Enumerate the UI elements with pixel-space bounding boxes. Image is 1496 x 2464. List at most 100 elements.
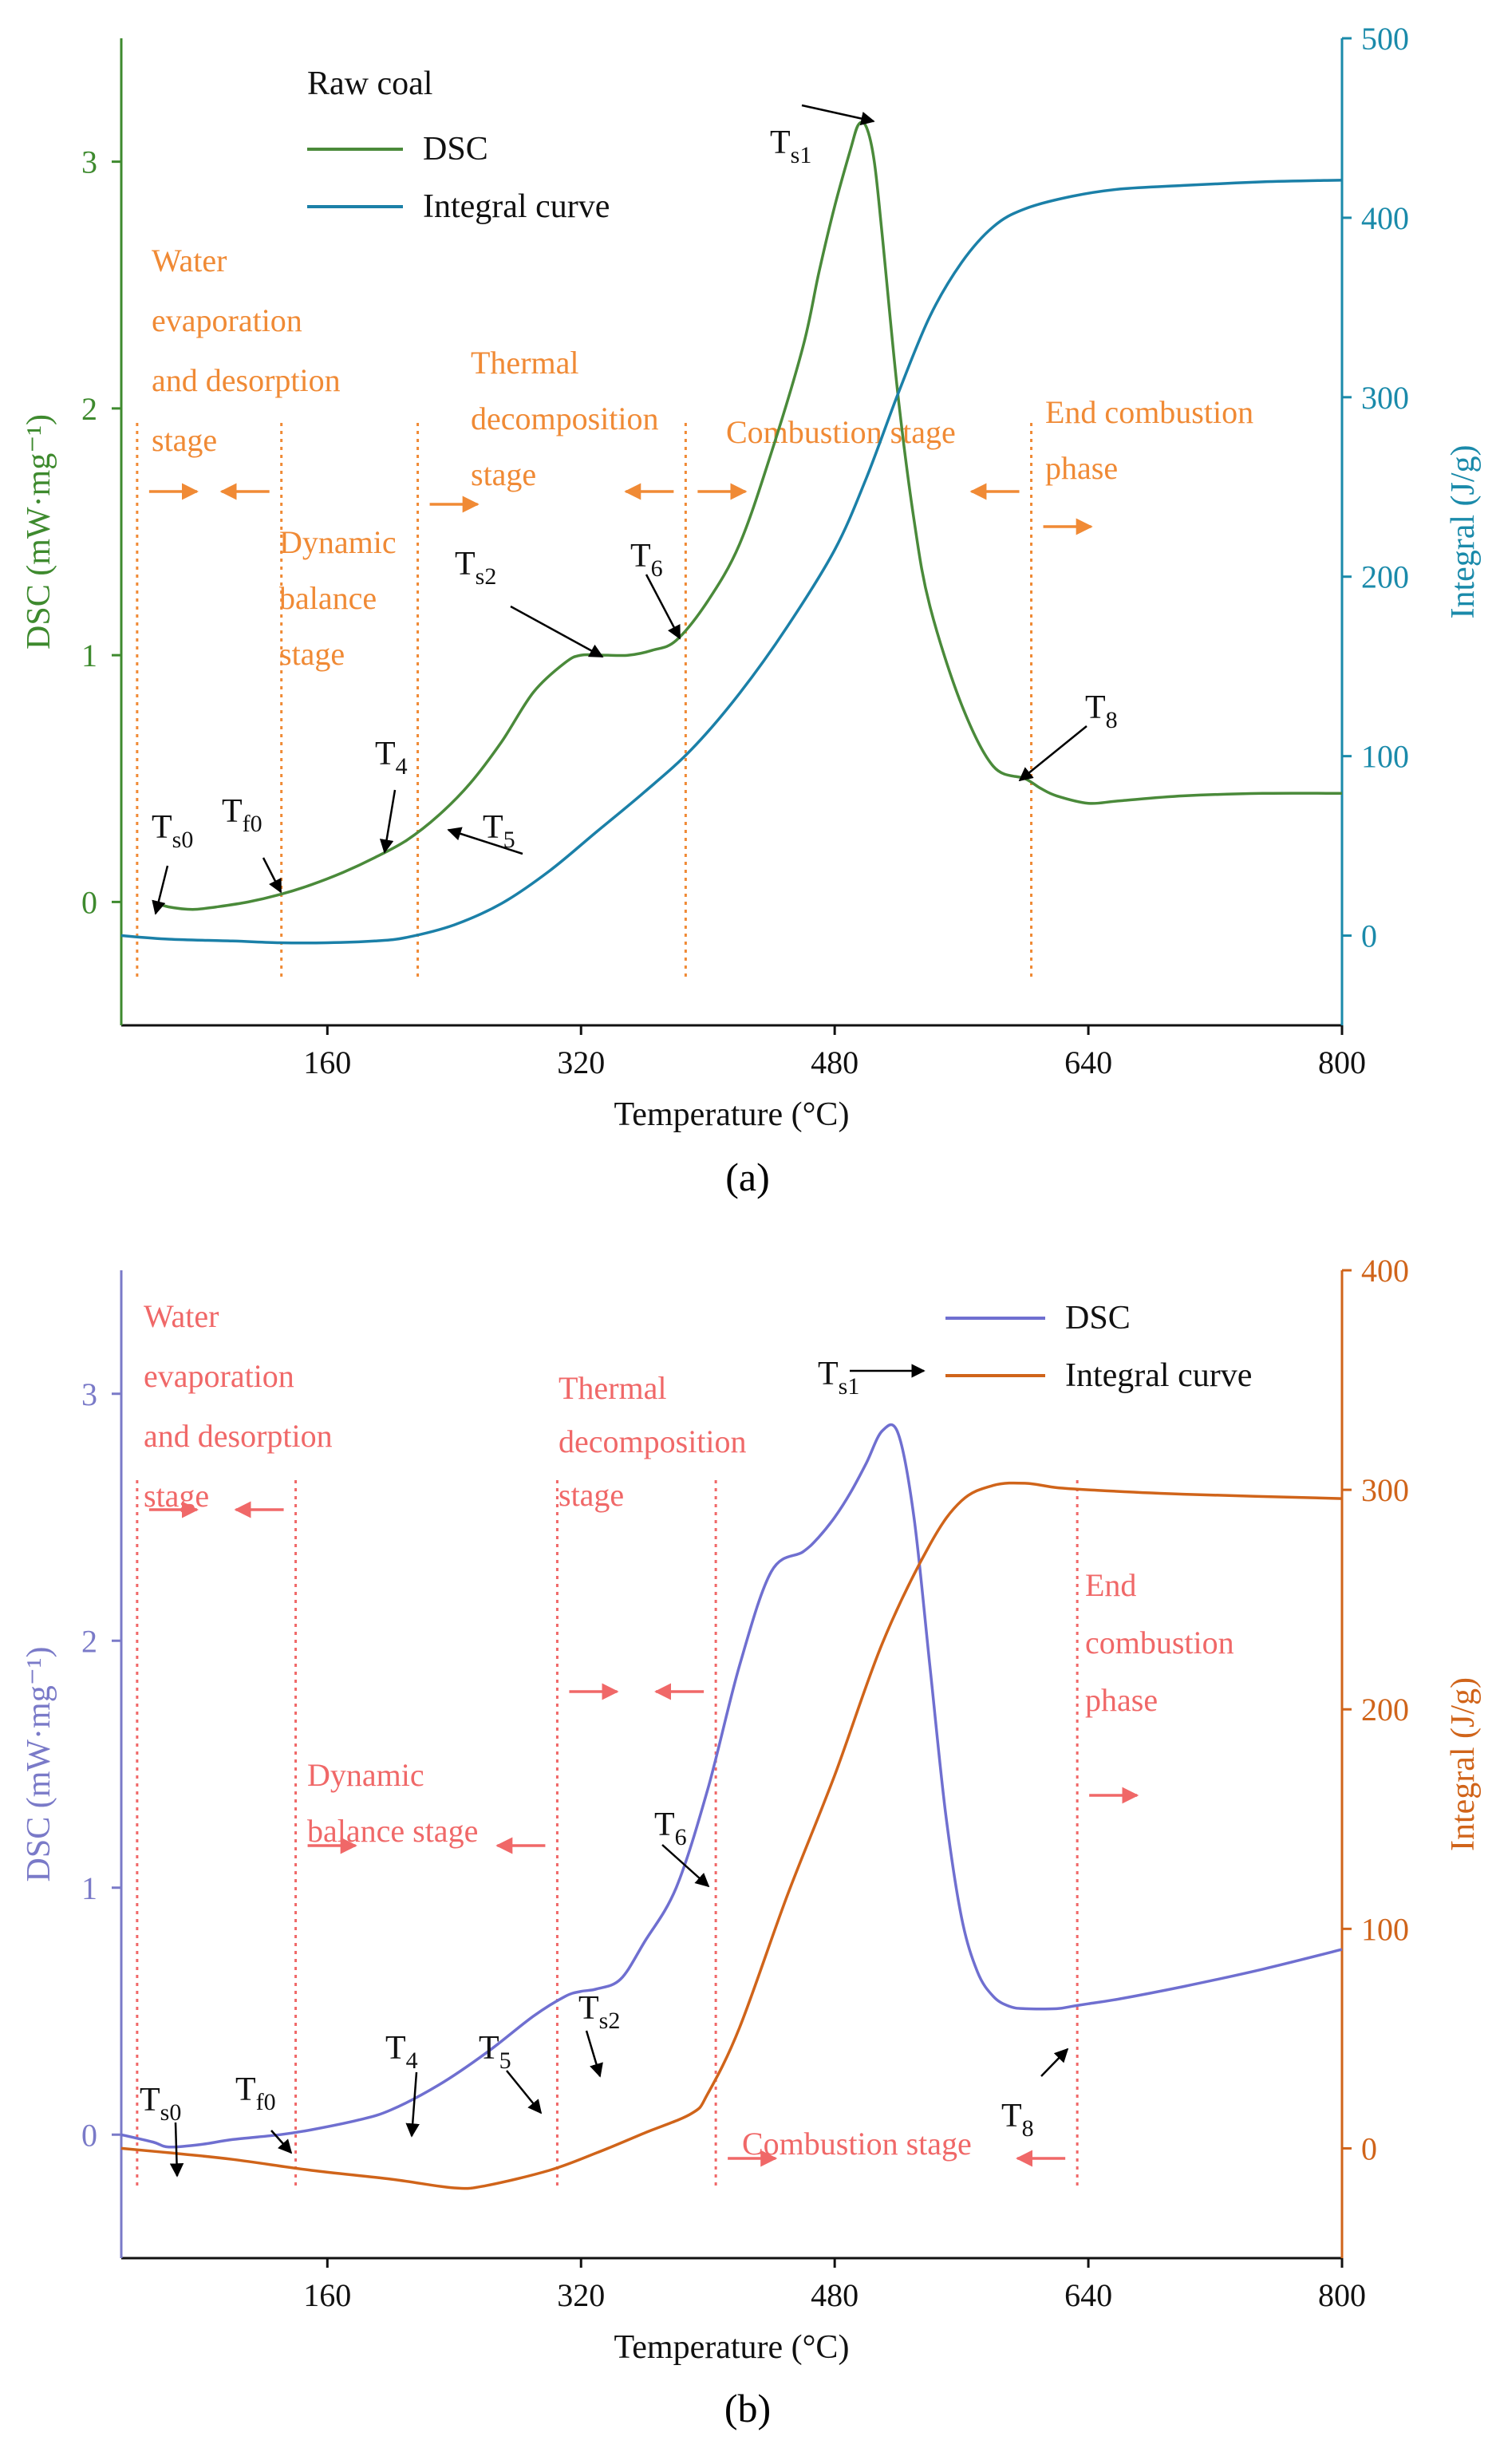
right-y-tick-label: 200	[1361, 559, 1409, 595]
stage-label: decomposition	[471, 401, 659, 436]
stage-label: Thermal	[471, 345, 579, 381]
marker-subscript: 6	[675, 1824, 687, 1850]
right-y-tick-label: 200	[1361, 1692, 1409, 1728]
stage-label: End	[1085, 1567, 1136, 1603]
stage-label: phase	[1085, 1682, 1158, 1718]
right-y-tick-label: 400	[1361, 200, 1409, 236]
marker-subscript: f0	[243, 811, 262, 837]
marker-label: T5	[483, 809, 515, 853]
marker-base: T	[1085, 689, 1106, 726]
marker-base: T	[818, 1356, 839, 1392]
x-tick-label: 640	[1064, 1044, 1112, 1080]
stage-label: phase	[1045, 450, 1118, 486]
stage-label: End combustion	[1045, 394, 1253, 430]
left-y-tick-label: 3	[81, 144, 97, 180]
marker-label: T8	[1085, 689, 1118, 733]
marker-subscript: s2	[476, 563, 497, 590]
marker-base: T	[479, 2030, 499, 2067]
legend-entry: Integral curve	[423, 188, 610, 225]
stage-label: Water	[144, 1298, 219, 1334]
marker-base: T	[770, 124, 791, 161]
legend-entry: DSC	[1065, 1300, 1131, 1337]
marker-arrow	[152, 865, 169, 915]
marker-subscript: 5	[503, 827, 515, 853]
right-y-tick-label: 300	[1361, 1472, 1409, 1508]
marker-label: T4	[375, 736, 408, 780]
marker-base: T	[630, 538, 651, 575]
marker-label: Tf0	[222, 793, 262, 837]
left-y-tick-label: 0	[81, 884, 97, 920]
stage-label: stage	[152, 422, 217, 458]
integral-curve	[120, 178, 1343, 945]
marker-subscript: s0	[160, 2099, 182, 2126]
marker-label: Ts2	[578, 1990, 620, 2034]
stage-label: Water	[152, 243, 227, 278]
marker-subscript: s1	[839, 1373, 860, 1400]
right-y-tick-label: 400	[1361, 1253, 1409, 1289]
x-tick-label: 160	[303, 2277, 351, 2313]
marker-arrow	[585, 2030, 603, 2078]
stage-label: stage	[144, 1478, 209, 1514]
x-tick-label: 480	[811, 1044, 859, 1080]
left-y-tick-label: 3	[81, 1376, 97, 1412]
stage-label: Dynamic	[307, 1757, 424, 1793]
marker-arrow	[262, 857, 282, 894]
marker-subscript: 4	[406, 2047, 418, 2074]
integral-curve	[120, 1481, 1343, 2190]
marker-base: T	[654, 1807, 675, 1843]
chart-panel-a: 160 320 480 640 800 0 1 2 3 0 100 200 300 400 500 Tempe…	[21, 21, 1482, 1199]
chart-panel-b: 160 320 480 640 800 0 1 2 3 0 100 200 300 400 Temperat…	[21, 1253, 1482, 2430]
left-axis-title: DSC (mW·mg⁻¹)	[21, 414, 57, 650]
marker-base: T	[1001, 2098, 1022, 2134]
marker-arrow	[447, 827, 523, 855]
x-tick-label: 800	[1318, 1044, 1366, 1080]
right-y-tick-label: 100	[1361, 739, 1409, 775]
marker-arrow	[169, 2122, 184, 2178]
marker-label: T4	[385, 2030, 418, 2074]
marker-subscript: 5	[499, 2047, 511, 2074]
marker-arrow	[1040, 2047, 1069, 2077]
right-y-tick-label: 300	[1361, 380, 1409, 416]
marker-base: T	[385, 2030, 406, 2067]
marker-arrow	[379, 789, 397, 854]
marker-arrow	[661, 1844, 710, 1888]
marker-base: T	[152, 809, 172, 846]
marker-base: T	[140, 2082, 160, 2118]
right-y-tick-label: 500	[1361, 21, 1409, 57]
marker-label: Ts0	[152, 809, 193, 853]
marker-label: T8	[1001, 2098, 1034, 2142]
marker-arrow	[270, 2130, 293, 2154]
marker-arrow	[510, 605, 604, 658]
stage-label: balance	[279, 580, 377, 616]
marker-arrow	[1018, 725, 1087, 782]
x-tick-label: 640	[1064, 2277, 1112, 2313]
legend-entry: DSC	[423, 131, 488, 168]
stage-label: decomposition	[559, 1424, 747, 1459]
marker-label: Ts2	[455, 546, 496, 590]
stage-label: evaporation	[144, 1358, 294, 1394]
marker-label: Ts1	[818, 1356, 859, 1400]
x-axis-title: Temperature (°C)	[614, 1096, 850, 1133]
marker-arrow	[405, 2071, 420, 2138]
stage-label: and desorption	[144, 1418, 333, 1454]
marker-label: Ts0	[140, 2082, 181, 2126]
marker-subscript: 8	[1106, 707, 1118, 733]
x-axis-title: Temperature (°C)	[614, 2329, 850, 2366]
stage-label: stage	[279, 636, 345, 672]
stage-label: Dynamic	[279, 524, 397, 560]
x-tick-label: 800	[1318, 2277, 1366, 2313]
right-axis-title: Integral (J/g)	[1445, 444, 1482, 618]
marker-base: T	[578, 1990, 599, 2027]
stage-label: evaporation	[152, 302, 302, 338]
marker-subscript: f0	[256, 2089, 276, 2115]
marker-label: T6	[630, 538, 663, 582]
right-axis-title: Integral (J/g)	[1445, 1677, 1482, 1851]
right-y-tick-label: 0	[1361, 918, 1377, 954]
x-tick-label: 320	[557, 2277, 605, 2313]
marker-arrow	[645, 574, 681, 640]
marker-label: Ts1	[770, 124, 811, 168]
marker-label: T5	[479, 2030, 511, 2074]
marker-subscript: 6	[651, 555, 663, 582]
dsc-curve	[152, 120, 1343, 911]
